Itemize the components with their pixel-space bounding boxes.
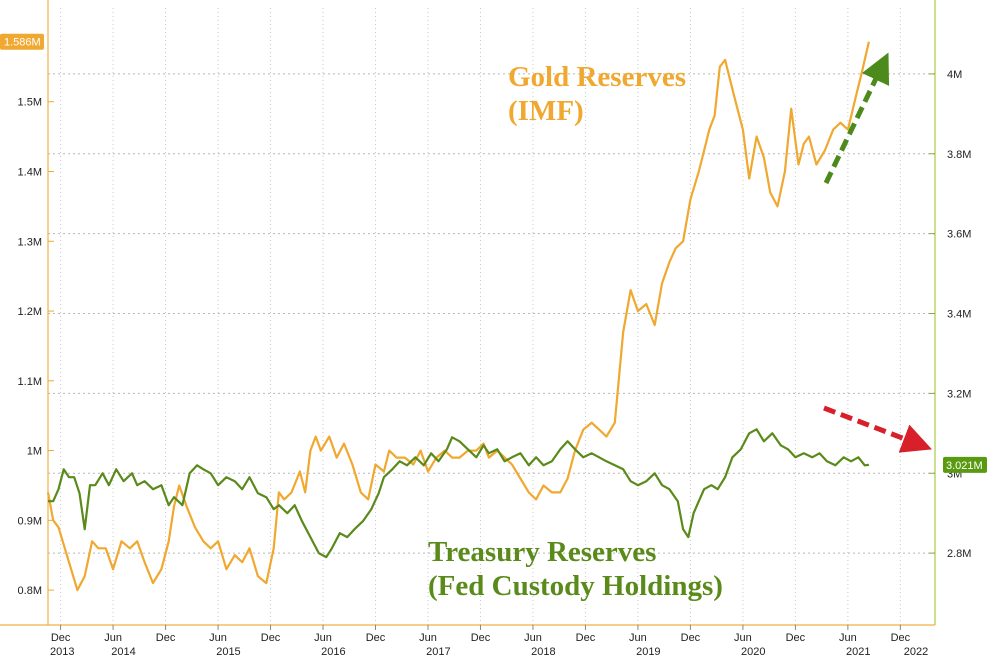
badge-label: 1.586M (4, 37, 41, 49)
x-axis-month-label: Dec (471, 632, 491, 644)
left-axis-tick-label: 1.1M (18, 376, 42, 388)
x-axis-month-label: Jun (734, 632, 752, 644)
gold-annotation: Gold Reserves(IMF) (508, 61, 686, 127)
badge-bg (943, 456, 987, 473)
down-trend-arrow (823, 405, 933, 453)
x-axis-year-label: 2020 (741, 646, 765, 658)
annotations: Gold Reserves(IMF) Treasury Reserves(Fed … (428, 52, 933, 602)
grid (48, 8, 935, 625)
x-axis-year-label: 2019 (636, 646, 660, 658)
badge-bg (0, 33, 44, 50)
right-axis-tick-label: 3.8M (947, 149, 971, 161)
x-axis-month-label: Jun (419, 632, 437, 644)
gold-reserves-line (46, 41, 870, 592)
x-axis-month-label: Dec (156, 632, 176, 644)
right-axis-tick-label: 3.6M (947, 229, 971, 241)
x-axis-month-label: Jun (314, 632, 332, 644)
treasury-reserves-line (48, 428, 870, 559)
x-axis-month-label: Dec (261, 632, 281, 644)
x-axis-month-label: Dec (366, 632, 386, 644)
annotation-line: Gold Reserves (508, 61, 686, 93)
left-axis-tick-label: 1.4M (18, 166, 42, 178)
annotation-line: Treasury Reserves (428, 536, 656, 568)
right-axis-tick-label: 4M (947, 69, 962, 81)
x-axis-year-label: 2017 (426, 646, 450, 658)
left-axis-tick-label: 1.2M (18, 306, 42, 318)
treasury-annotation: Treasury Reserves(Fed Custody Holdings) (428, 536, 723, 602)
x-axis-year-label: 2015 (216, 646, 240, 658)
right-axis-tick-label: 2.8M (947, 548, 971, 560)
left-axis-tick-label: 1.5M (18, 97, 42, 109)
gold-last-value-badge: 1.586M (0, 33, 44, 50)
left-axis-tick-label: 1.3M (18, 236, 42, 248)
x-axis-month-label: Jun (104, 632, 122, 644)
x-axis-year-label: 2014 (111, 646, 135, 658)
x-axis-month-label: Dec (786, 632, 806, 644)
series-lines: 1.586M 3.021M (0, 33, 987, 592)
badge-label: 3.021M (946, 460, 983, 472)
treasury-last-value-badge: 3.021M (943, 456, 987, 473)
x-axis-month-label: Jun (524, 632, 542, 644)
x-axis-month-label: Dec (891, 632, 911, 644)
x-axis-year-label: 2013 (50, 646, 74, 658)
annotation-line: (IMF) (508, 95, 584, 127)
left-axis-tick-label: 0.8M (18, 585, 42, 597)
left-axis-tick-label: 1M (27, 446, 42, 458)
right-axis-tick-label: 3.4M (947, 309, 971, 321)
left-axis-tick-label: 0.9M (18, 515, 42, 527)
x-axis-month-label: Dec (681, 632, 701, 644)
up-trend-arrow (823, 52, 890, 185)
x-axis-year-label: 2022 (904, 646, 928, 658)
x-axis-year-label: 2016 (321, 646, 345, 658)
annotation-line: (Fed Custody Holdings) (428, 570, 723, 602)
x-axis-month-label: Jun (209, 632, 227, 644)
x-axis-year-label: 2021 (846, 646, 870, 658)
right-axis-tick-label: 3.2M (947, 388, 971, 400)
x-axis-month-label: Dec (576, 632, 596, 644)
x-axis-year-label: 2018 (531, 646, 555, 658)
x-axis-month-label: Jun (629, 632, 647, 644)
x-axis-month-label: Jun (839, 632, 857, 644)
x-axis-month-label: Dec (51, 632, 71, 644)
